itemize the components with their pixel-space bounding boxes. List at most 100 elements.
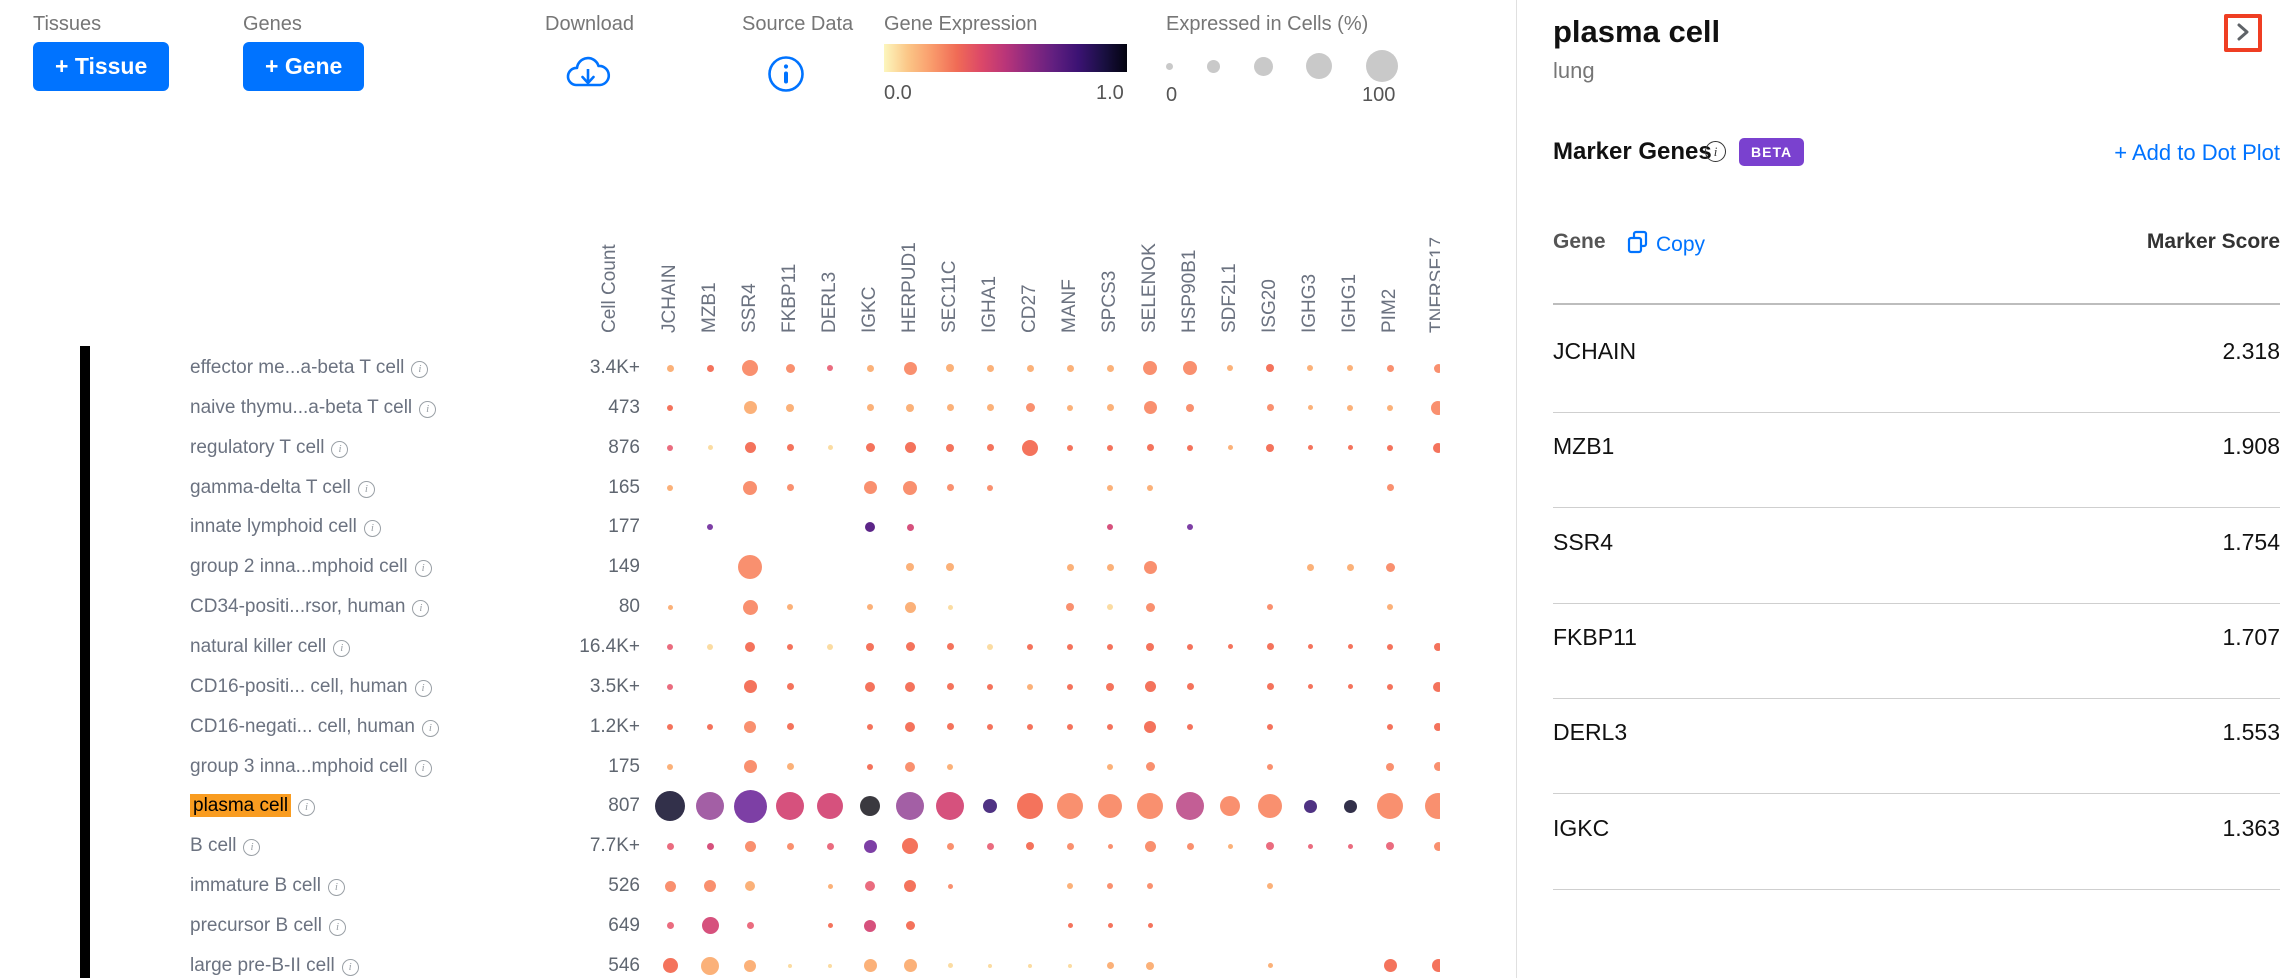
marker-genes-info-icon[interactable]: i [1705,141,1726,162]
expression-dot [946,563,954,572]
gene-column-header[interactable]: PIM2 [1379,288,1400,333]
marker-gene-name[interactable]: MZB1 [1553,433,1615,460]
marker-gene-score: 1.553 [2222,719,2280,746]
expression-dot [1144,840,1156,852]
expression-dot [1347,404,1353,411]
gene-column-header[interactable]: IGHG1 [1339,273,1360,333]
expression-dot [664,880,676,892]
cell-type-info-icon[interactable]: i [412,600,430,618]
cell-type-label[interactable]: B cell i [190,833,261,859]
cell-type-info-icon[interactable]: i [414,759,432,777]
gene-column-header[interactable]: CD27 [1019,284,1040,333]
expression-dot [744,959,756,972]
marker-gene-score: 1.363 [2222,814,2280,841]
cell-type-name: naive thymu...a-beta T cell [190,396,413,418]
expression-dot [863,481,877,495]
cell-type-label[interactable]: large pre-B-II cell i [190,953,359,978]
gene-column-header[interactable]: FKBP11 [779,263,800,333]
expression-dot [745,641,755,652]
expression-dot [1068,963,1072,968]
gene-column-header[interactable]: SSR4 [739,283,760,333]
expression-dot [667,683,673,690]
gene-column-header[interactable]: SEC11C [939,260,960,333]
cell-type-info-icon[interactable]: i [329,918,346,936]
add-tissue-button[interactable]: + Tissue [33,42,170,91]
cell-type-info-icon[interactable]: i [414,560,432,578]
cell-type-label[interactable]: naive thymu...a-beta T cell i [190,395,437,421]
tissue-group-bar[interactable] [80,346,90,978]
cell-type-info-icon[interactable]: i [331,440,349,458]
cell-type-label[interactable]: CD16-negati... cell, human i [190,714,439,740]
marker-gene-name[interactable]: FKBP11 [1553,623,1637,650]
gene-column-header[interactable]: DERL3 [819,271,840,333]
expression-dot [936,792,964,821]
cell-type-label[interactable]: natural killer cell i [190,634,351,660]
cell-count-column-header[interactable]: Cell Count [599,244,620,333]
expression-dot [986,842,994,850]
cell-type-label[interactable]: gamma-delta T cell i [190,475,375,501]
cell-type-info-icon[interactable]: i [363,520,381,538]
cell-type-label[interactable]: precursor B cell i [190,913,346,939]
cell-type-label[interactable]: regulatory T cell i [190,435,349,461]
expression-dot [1107,843,1113,849]
marker-gene-name[interactable]: DERL3 [1553,719,1628,746]
cell-type-info-icon[interactable]: i [243,839,261,857]
expression-dot [1107,444,1113,451]
copy-genes-link[interactable]: Copy [1627,230,1705,260]
cell-type-label[interactable]: CD16-positi... cell, human i [190,674,432,700]
expression-dot [1098,794,1122,819]
expression-dot [865,681,875,692]
cell-type-info-icon[interactable]: i [411,361,429,378]
cell-type-name: CD34-positi...rsor, human [190,596,406,618]
expression-dot [1386,762,1394,771]
cell-type-name: plasma cell [190,794,292,818]
cell-type-info-icon[interactable]: i [341,958,359,976]
cell-type-label[interactable]: plasma cell i [190,793,316,819]
cell-type-info-icon[interactable]: i [421,719,439,737]
cell-type-info-icon[interactable]: i [327,879,345,897]
gene-column-header[interactable]: ISG20 [1259,279,1280,333]
expression-dot [987,643,993,650]
cell-type-label[interactable]: innate lymphoid cell i [190,514,381,540]
expression-dot [986,444,994,452]
source-data-button[interactable] [766,54,806,97]
add-gene-button[interactable]: + Gene [243,42,365,91]
marker-gene-name[interactable]: JCHAIN [1553,338,1637,364]
cell-type-label[interactable]: group 3 inna...mphoid cell i [190,754,432,780]
expression-dot [785,363,795,373]
gene-column-header[interactable]: HSP90B1 [1179,249,1200,333]
add-to-dot-plot-link[interactable]: + Add to Dot Plot [2114,140,2280,165]
gene-column-header[interactable]: SPCS3 [1099,270,1120,333]
gene-column-header[interactable]: SDF2L1 [1219,263,1240,333]
cell-type-info-icon[interactable]: i [414,679,432,697]
cell-count-value: 3.4K+ [589,357,640,378]
gene-column-header[interactable]: MZB1 [699,282,720,333]
cell-type-label[interactable]: immature B cell i [190,873,345,899]
gene-column-header[interactable]: IGHA1 [979,275,1000,333]
collapse-panel-button[interactable] [2224,14,2262,52]
cell-type-info-icon[interactable]: i [419,400,437,418]
gene-column-header[interactable]: IGHG3 [1299,273,1320,333]
marker-gene-name[interactable]: IGKC [1553,814,1610,841]
gene-column-header[interactable]: TNFRSF17 [1427,236,1440,333]
expression-dot [863,839,877,853]
marker-gene-name[interactable]: SSR4 [1553,528,1614,555]
cell-type-label[interactable]: group 2 inna...mphoid cell i [190,554,432,580]
expression-dot [1106,563,1114,571]
gene-expression-legend-label: Gene Expression [884,13,1038,35]
dot-plot: Cell Count JCHAIN MZB1 SSR4 FKBP11 DERL3 IGKC H… [80,236,1440,978]
cell-type-name: precursor B cell [190,914,322,936]
gene-column-header[interactable]: SELENOK [1139,243,1160,333]
gene-column-header[interactable]: JCHAIN [659,264,680,333]
size-legend-dot [1253,56,1273,76]
chevron-right-icon [2233,22,2253,45]
gene-column-header[interactable]: IGKC [859,286,880,333]
cell-type-label[interactable]: CD34-positi...rsor, human i [190,594,430,620]
cell-type-info-icon[interactable]: i [333,639,351,657]
gene-column-header[interactable]: MANF [1059,279,1080,333]
cell-type-info-icon[interactable]: i [357,480,375,498]
gene-column-header[interactable]: HERPUD1 [899,242,920,333]
download-button[interactable] [562,52,614,97]
cell-type-info-icon[interactable]: i [298,799,316,817]
cell-type-label[interactable]: effector me...a-beta T cell i [190,355,429,381]
